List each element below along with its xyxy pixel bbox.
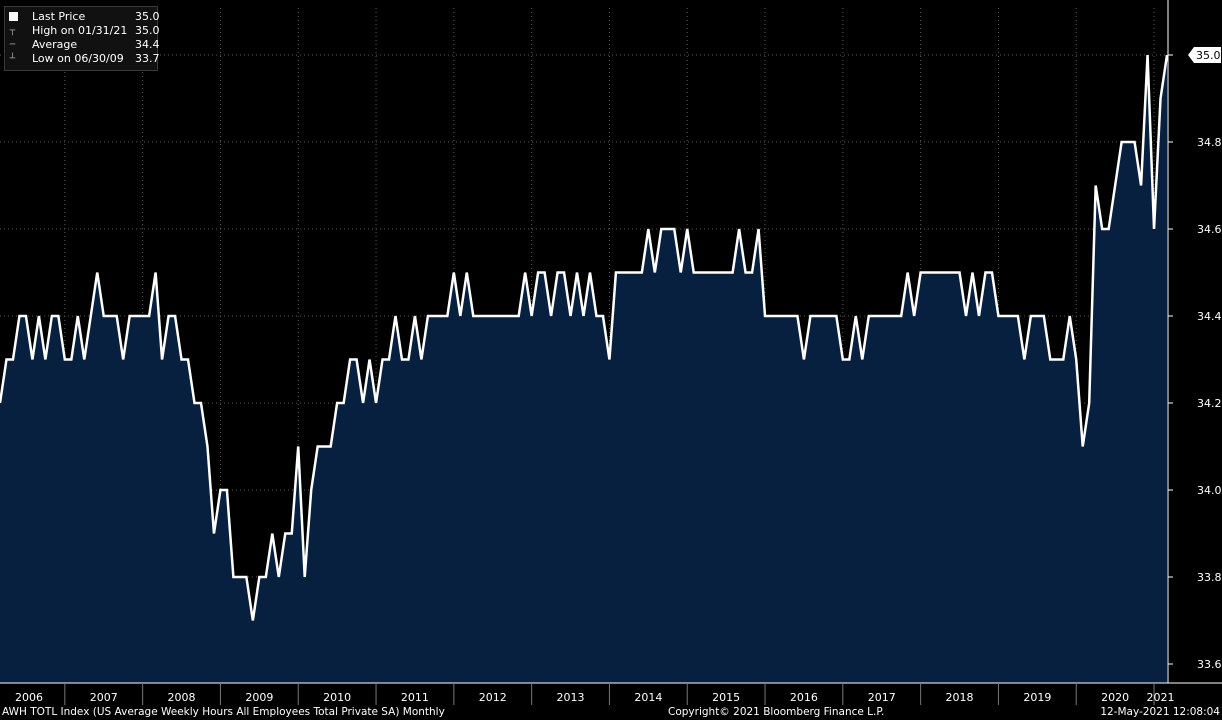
- x-tick-label: 2018: [946, 691, 974, 704]
- x-tick-label: 2006: [15, 691, 43, 704]
- x-tick-label: 2020: [1101, 691, 1129, 704]
- x-tick-label: 2011: [401, 691, 429, 704]
- legend: Last Price 35.0 ┬ High on 01/31/21 35.0 …: [4, 6, 160, 71]
- legend-value: 33.7: [135, 52, 160, 65]
- x-tick-label: 2016: [790, 691, 818, 704]
- x-tick-label: 2008: [168, 691, 196, 704]
- y-tick-label: 33.8: [1197, 571, 1222, 584]
- legend-label: High on 01/31/21: [32, 24, 128, 37]
- legend-value: 35.0: [135, 10, 160, 23]
- y-tick-label: 34.2: [1197, 397, 1222, 410]
- legend-item-average: ─ Average 34.4: [5, 38, 160, 52]
- legend-item-last-price: Last Price 35.0: [5, 10, 160, 24]
- series-area-fill: [0, 55, 1167, 683]
- legend-value: 34.4: [135, 38, 160, 51]
- footer-copyright: Copyright© 2021 Bloomberg Finance L.P.: [668, 706, 885, 718]
- y-tick-label: 34.0: [1197, 484, 1222, 497]
- y-tick-label: 34.4: [1197, 310, 1222, 323]
- high-marker-icon: ┬: [9, 26, 16, 36]
- legend-item-low: ┴ Low on 06/30/09 33.7: [5, 52, 160, 66]
- x-tick-label: 2017: [868, 691, 896, 704]
- footer-series-description: AWH TOTL Index (US Average Weekly Hours …: [2, 706, 445, 718]
- last-price-tag-label: 35.0: [1196, 49, 1221, 62]
- x-axis-ticks: 2006 2007 2008 2009 2010 2011 2012 2013 2014 2015…: [15, 683, 1175, 705]
- axes: [0, 0, 1222, 684]
- legend-label: Last Price: [32, 10, 86, 23]
- x-tick-label: 2015: [712, 691, 740, 704]
- filled-square-icon: [8, 12, 18, 22]
- series-line-last-price: [0, 54, 1169, 621]
- x-tick-label: 2014: [634, 691, 662, 704]
- y-axis-ticks: 33.6 33.8 34.0 34.2 34.4 34.6 34.8: [1168, 54, 1222, 671]
- y-tick-label: 33.6: [1197, 658, 1222, 671]
- x-tick-label: 2012: [479, 691, 507, 704]
- legend-item-high: ┬ High on 01/31/21 35.0: [5, 24, 160, 38]
- footer: AWH TOTL Index (US Average Weekly Hours …: [0, 705, 1222, 720]
- y-tick-label: 34.6: [1197, 223, 1222, 236]
- x-tick-label: 2007: [90, 691, 118, 704]
- legend-value: 35.0: [135, 24, 160, 37]
- y-tick-label: 34.8: [1197, 136, 1222, 149]
- last-price-tag: 35.0: [1188, 47, 1221, 63]
- x-tick-label: 2021: [1147, 691, 1175, 704]
- legend-label: Low on 06/30/09: [32, 52, 124, 65]
- legend-label: Average: [32, 38, 78, 51]
- low-marker-icon: ┴: [9, 54, 16, 64]
- x-tick-label: 2009: [245, 691, 273, 704]
- last-price-tag-box: [1188, 47, 1221, 63]
- x-tick-label: 2013: [557, 691, 585, 704]
- x-tick-label: 2010: [323, 691, 351, 704]
- x-tick-label: 2019: [1023, 691, 1051, 704]
- average-marker-icon: ─: [9, 40, 16, 50]
- footer-timestamp: 12-May-2021 12:08:04: [1100, 706, 1220, 718]
